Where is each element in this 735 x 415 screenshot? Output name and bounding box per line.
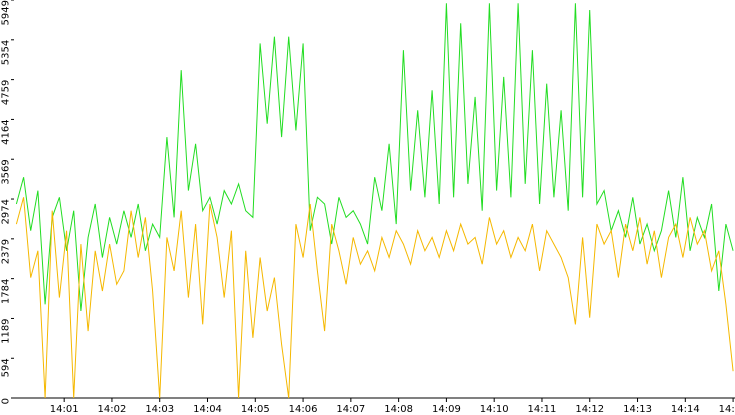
x-tick-label: 14:10 [480,404,509,415]
x-tick-label: 14:09 [432,404,461,415]
x-tick-label: 14:06 [289,404,318,415]
y-tick-label: 0 [0,398,11,404]
x-tick-label: 14:07 [336,404,365,415]
series-line [15,3,734,312]
x-tick-label: 14:14 [671,404,700,415]
x-tick-label: 14:01 [50,404,79,415]
x-tick-label: 14:05 [241,404,270,415]
x-tick-label: 14:03 [145,404,174,415]
x-tick-label: 14:15 [719,404,735,415]
x-tick-label: 14:08 [384,404,413,415]
x-tick-label: 14:11 [528,404,557,415]
y-tick-label: 2974 [0,199,11,224]
x-tick-label: 14:12 [575,404,604,415]
x-tick-label: 14:13 [623,404,652,415]
y-tick-label: 3569 [0,159,11,184]
y-tick-label: 1784 [0,279,11,304]
x-tick-label: 14:02 [98,404,127,415]
y-tick-label: 5949 [0,0,11,25]
y-tick-label: 594 [0,358,11,377]
x-tick-label: 14:04 [193,404,222,415]
series-line [15,197,734,399]
y-tick-label: 4759 [0,80,11,105]
y-tick-label: 1189 [0,318,11,343]
y-tick-label: 2379 [0,239,11,264]
y-tick-label: 4164 [0,119,11,144]
y-tick-label: 5354 [0,40,11,65]
